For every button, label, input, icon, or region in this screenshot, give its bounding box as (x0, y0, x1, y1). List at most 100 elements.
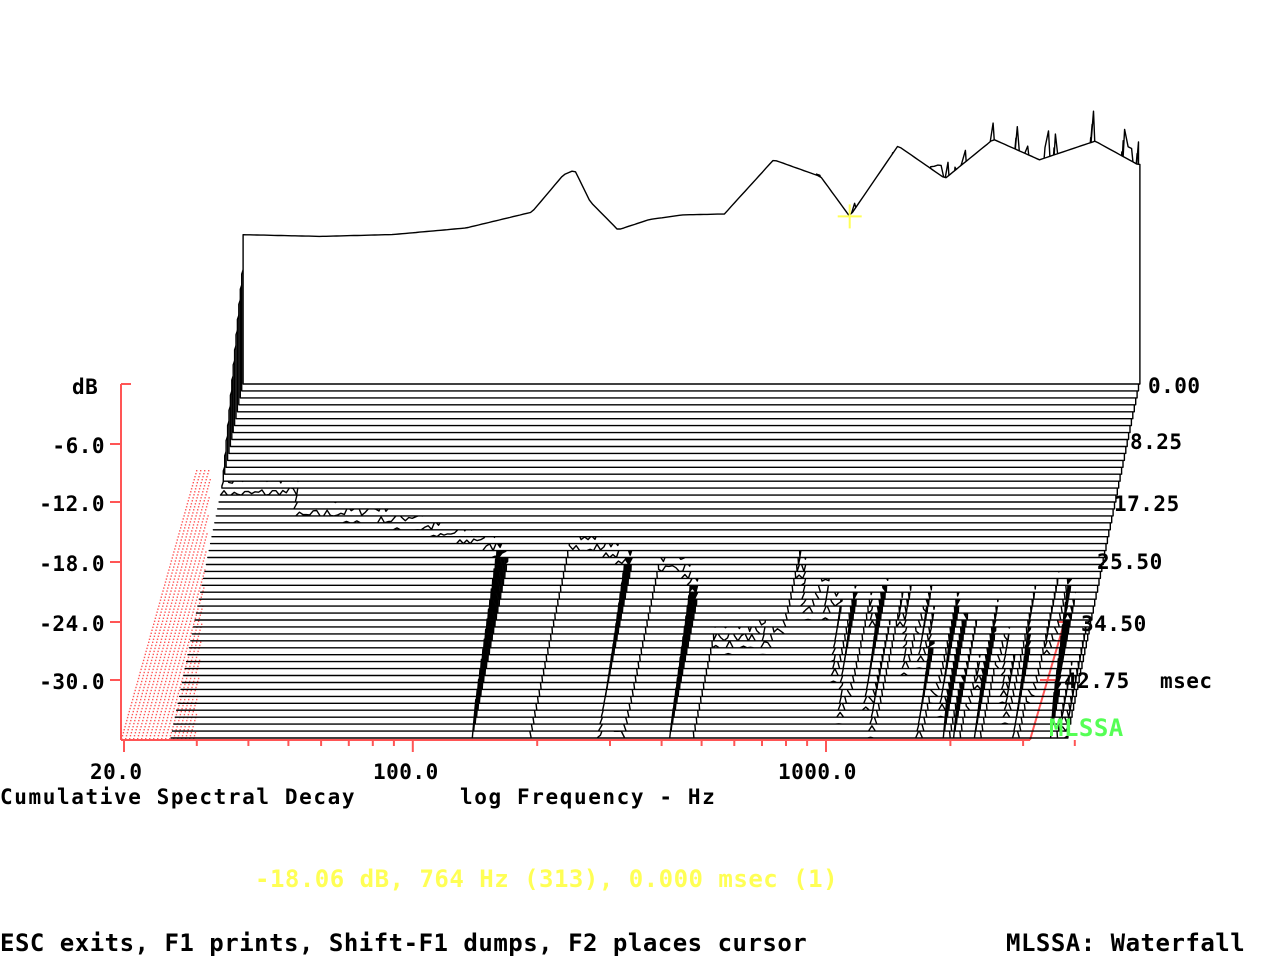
floor-dot (175, 701, 177, 704)
floor-dot (180, 596, 182, 598)
floor-dot (156, 668, 158, 671)
floor-dot (161, 620, 164, 622)
floor-dot (148, 683, 150, 686)
floor-dot (121, 735, 124, 737)
floor-dot (140, 698, 142, 701)
floor-dot (161, 665, 163, 668)
floor-dot (142, 674, 145, 677)
floor-dot (190, 545, 193, 547)
floor-dot (193, 551, 195, 553)
floor-dot (188, 584, 190, 586)
floor-dot (203, 587, 205, 589)
floor-dot (153, 692, 155, 695)
floor-dot (148, 698, 150, 701)
floor-dot (181, 608, 183, 610)
floor-dot (189, 635, 192, 637)
floor-dot (198, 590, 200, 592)
floor-dot (177, 677, 180, 680)
floor-dot (184, 668, 186, 671)
floor-dot (172, 581, 175, 583)
floor-dot (203, 473, 205, 475)
floor-dot (177, 620, 180, 622)
floor-dot (167, 729, 169, 731)
floor-dot (203, 542, 206, 544)
floor-dot (200, 584, 202, 586)
floor-dot (141, 738, 143, 740)
floor-dot (204, 539, 206, 541)
floor-dot (179, 656, 182, 659)
floor-dot (200, 512, 202, 514)
floor-dot (187, 644, 189, 647)
floor-dot (200, 527, 202, 529)
floor-dot (190, 503, 193, 505)
floor-dot (196, 698, 198, 701)
floor-dot (171, 587, 173, 589)
floor-dot (169, 623, 171, 625)
floor-dot (178, 602, 181, 604)
floor-dot (194, 503, 197, 505)
floor-dot (204, 554, 206, 556)
floor-dot (168, 584, 170, 586)
floor-dot (189, 521, 192, 523)
floor-dot (189, 680, 191, 683)
floor-dot (187, 686, 189, 689)
floor-dot (164, 584, 166, 586)
floor-dot (147, 686, 149, 689)
floor-dot (207, 500, 209, 502)
floor-dot (181, 665, 183, 668)
floor-dot (168, 683, 170, 686)
floor-dot (177, 551, 179, 553)
floor-dot (197, 620, 200, 622)
floor-dot (175, 587, 177, 589)
floor-dot (162, 689, 164, 692)
floor-dot (200, 539, 202, 541)
floor-dot (194, 732, 197, 734)
floor-dot (193, 578, 196, 580)
floor-dot (207, 473, 209, 475)
floor-dot (171, 572, 173, 574)
floor-dot (142, 719, 144, 722)
floor-dot (205, 479, 207, 481)
floor-dot (187, 500, 189, 502)
floor-dot (190, 617, 193, 619)
floor-dot (149, 650, 151, 653)
floor-dot (158, 617, 161, 619)
floor-dot (188, 527, 190, 529)
floor-dot (166, 617, 169, 619)
floor-dot (163, 656, 166, 659)
floor-dot (161, 707, 163, 710)
floor-dot (200, 482, 202, 484)
floor-dot (138, 689, 140, 692)
floor-dot (193, 707, 195, 710)
floor-dot (150, 704, 152, 707)
floor-dot (188, 581, 191, 583)
floor-dot (163, 671, 165, 674)
floor-dot (131, 729, 133, 731)
floor-dot (162, 590, 164, 592)
floor-dot (168, 710, 170, 713)
floor-dot (170, 605, 172, 607)
floor-dot (186, 647, 188, 650)
floor-dot (187, 587, 189, 589)
floor-dot (143, 686, 145, 689)
floor-dot (201, 608, 203, 610)
floor-dot (166, 674, 169, 677)
floor-dot (195, 614, 197, 616)
floor-dot (170, 560, 173, 562)
floor-dot (183, 629, 185, 631)
floor-dot (161, 593, 163, 595)
floor-dot (185, 677, 188, 680)
floor-dot (160, 611, 162, 613)
floor-dot (156, 626, 158, 628)
floor-dot (198, 491, 200, 493)
floor-dot (186, 548, 188, 550)
floor-dot (149, 665, 151, 668)
floor-dot (160, 710, 162, 713)
floor-dot (199, 572, 201, 574)
floor-dot (202, 560, 205, 562)
floor-dot (177, 650, 179, 653)
floor-dot (172, 638, 175, 640)
floor-dot (137, 738, 139, 740)
floor-dot (185, 608, 187, 610)
floor-dot (195, 713, 198, 716)
